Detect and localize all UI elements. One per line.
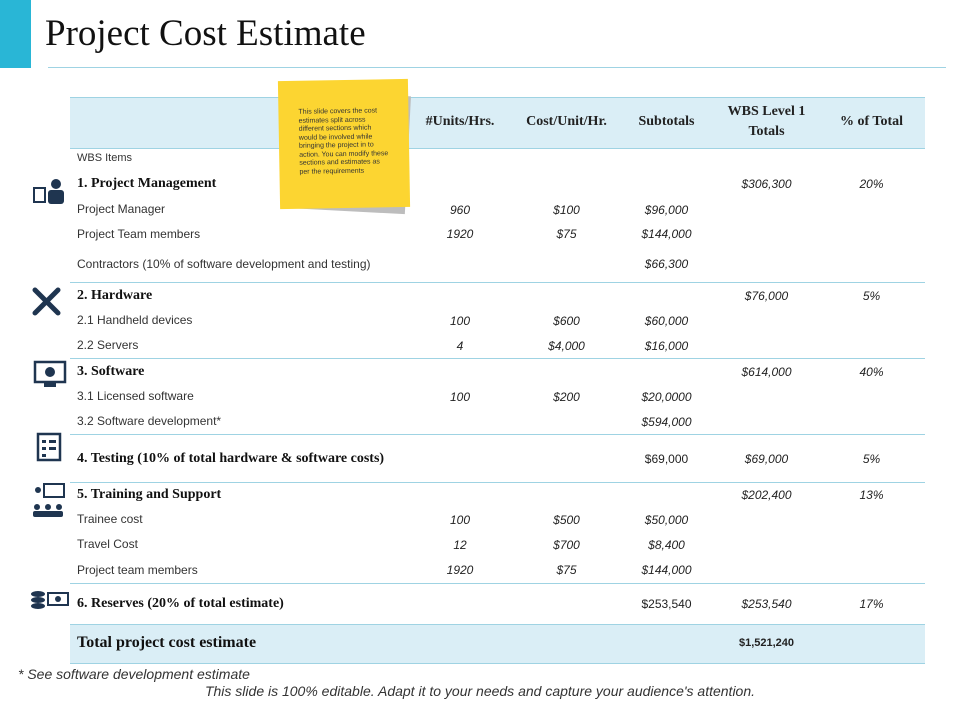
item-row: Travel Cost 12 $700 $8,400 bbox=[70, 532, 925, 557]
total-row bbox=[70, 624, 925, 664]
cell-wbs-total: $253,540 bbox=[741, 597, 792, 611]
column-header: #Units/Hrs. bbox=[425, 114, 495, 129]
cell-cost: $75 bbox=[556, 563, 577, 577]
icon-management bbox=[33, 179, 64, 204]
cell-units: 960 bbox=[449, 202, 471, 217]
cell-percent: 20% bbox=[859, 177, 884, 191]
cell-cost: $700 bbox=[553, 537, 580, 552]
item-label: 2.1 Handheld devices bbox=[77, 313, 193, 327]
cell-percent: 5% bbox=[862, 288, 881, 303]
item-row: Project Manager 960 $100 $96,000 bbox=[70, 197, 925, 222]
cell-subtotal: $50,000 bbox=[644, 512, 689, 527]
cell-cost: $600 bbox=[553, 313, 580, 328]
title: Project Cost Estimate bbox=[45, 13, 366, 54]
header-row bbox=[70, 97, 925, 149]
column-header: Subtotals bbox=[638, 114, 695, 129]
total-label: Total project cost estimate bbox=[77, 634, 257, 651]
item-label: 2.2 Servers bbox=[77, 338, 139, 352]
cell-percent: 40% bbox=[859, 364, 884, 379]
cell-subtotal: $594,000 bbox=[641, 414, 692, 429]
item-row: Project team members 1920 $75 $144,000 bbox=[70, 557, 925, 583]
icon-training bbox=[33, 483, 65, 517]
section-title: 2. Hardware bbox=[77, 287, 153, 303]
wbs-caption: WBS Items bbox=[77, 152, 133, 164]
cell-wbs-total: $69,000 bbox=[744, 451, 789, 466]
column-header: Cost/Unit/Hr. bbox=[526, 114, 607, 129]
cell-subtotal: $96,000 bbox=[644, 202, 689, 217]
section-row: 6. Reserves (20% of total estimate) $253,… bbox=[70, 583, 925, 624]
section-title: 1. Project Management bbox=[77, 176, 217, 191]
footer: This slide is 100% editable. Adapt it to… bbox=[204, 683, 756, 699]
column-header: WBS Level 1 Totals bbox=[727, 104, 806, 139]
cell-units: 4 bbox=[456, 338, 464, 353]
cell-wbs-total: $614,000 bbox=[741, 364, 792, 379]
cell-units: 100 bbox=[449, 512, 471, 527]
item-row: 3.2 Software development* $594,000 bbox=[70, 409, 925, 434]
cell-units: 1920 bbox=[446, 563, 474, 577]
item-label: 3.2 Software development* bbox=[77, 414, 222, 428]
cell-units: 12 bbox=[453, 537, 467, 552]
item-label: Trainee cost bbox=[77, 512, 143, 526]
cell-subtotal: $16,000 bbox=[644, 338, 689, 353]
cell-subtotal: $253,540 bbox=[641, 597, 692, 611]
cell-wbs-total: $202,400 bbox=[741, 488, 792, 502]
cell-subtotal: $69,000 bbox=[644, 451, 689, 466]
item-row: Trainee cost 100 $500 $50,000 bbox=[70, 507, 925, 532]
icon-software bbox=[33, 360, 67, 387]
item-label: Project Manager bbox=[77, 202, 166, 216]
footnote: * See software development estimate bbox=[18, 666, 250, 682]
total-value: $1,521,240 bbox=[738, 637, 795, 649]
item-label: 3.1 Licensed software bbox=[77, 389, 194, 403]
item-row: 3.1 Licensed software 100 $200 $20,0000 bbox=[70, 384, 925, 409]
section-title: 4. Testing (10% of total hardware & soft… bbox=[77, 450, 385, 466]
cell-subtotal: $66,300 bbox=[644, 257, 689, 271]
cell-percent: 5% bbox=[862, 451, 881, 466]
cell-subtotal: $8,400 bbox=[648, 537, 685, 552]
section-title: 3. Software bbox=[77, 363, 145, 379]
cell-units: 100 bbox=[449, 313, 471, 328]
item-label: Project team members bbox=[77, 562, 198, 577]
item-label: Project Team members bbox=[77, 226, 201, 241]
cell-subtotal: $60,000 bbox=[644, 313, 689, 328]
cell-subtotal: $20,0000 bbox=[641, 389, 692, 404]
icons bbox=[31, 179, 69, 609]
section-row: 1. Project Management $306,300 20% bbox=[70, 171, 925, 197]
cell-percent: 17% bbox=[859, 597, 884, 611]
item-row: 2.2 Servers 4 $4,000 $16,000 bbox=[70, 333, 925, 358]
item-row: Project Team members 1920 $75 $144,000 bbox=[70, 222, 925, 246]
cell-units: 100 bbox=[449, 389, 471, 404]
section-title: 5. Training and Support bbox=[77, 487, 222, 502]
item-label: Travel Cost bbox=[77, 537, 138, 551]
cell-subtotal: $144,000 bbox=[641, 227, 692, 241]
accent-bar bbox=[0, 0, 31, 68]
cell-cost: $500 bbox=[553, 512, 580, 527]
cell-subtotal: $144,000 bbox=[641, 563, 692, 577]
title-rule bbox=[48, 67, 946, 68]
cell-cost: $4,000 bbox=[548, 338, 585, 353]
section-row: 3. Software $614,000 40% bbox=[70, 358, 925, 384]
column-header: % of Total bbox=[839, 114, 903, 129]
icon-reserves bbox=[31, 591, 69, 609]
cell-wbs-total: $306,300 bbox=[741, 177, 792, 191]
sticky-note: This slide covers the cost estimates spl… bbox=[277, 78, 411, 210]
cell-units: 1920 bbox=[446, 227, 474, 241]
icon-hardware bbox=[32, 287, 61, 316]
icon-testing bbox=[36, 432, 62, 462]
item-row: 2.1 Handheld devices 100 $600 $60,000 bbox=[70, 308, 925, 333]
item-label: Contractors (10% of software development… bbox=[77, 256, 371, 271]
section-row: 5. Training and Support $202,400 13% bbox=[70, 482, 925, 507]
total-cells: Total project cost estimate $1,521,240 bbox=[70, 624, 925, 662]
header-cells: #Units/Hrs. Cost/Unit/Hr. Subtotals WBS Lev… bbox=[70, 97, 925, 147]
section-row: 4. Testing (10% of total hardware & soft… bbox=[70, 434, 925, 482]
cell-cost: $75 bbox=[556, 227, 577, 241]
item-row: Contractors (10% of software development… bbox=[70, 246, 925, 282]
cell-cost: $100 bbox=[553, 202, 580, 217]
cell-wbs-total: $76,000 bbox=[744, 288, 789, 303]
cell-cost: $200 bbox=[553, 389, 580, 404]
section-row: 2. Hardware $76,000 5% bbox=[70, 282, 925, 308]
cell-percent: 13% bbox=[859, 488, 884, 502]
section-title: 6. Reserves (20% of total estimate) bbox=[77, 596, 284, 611]
